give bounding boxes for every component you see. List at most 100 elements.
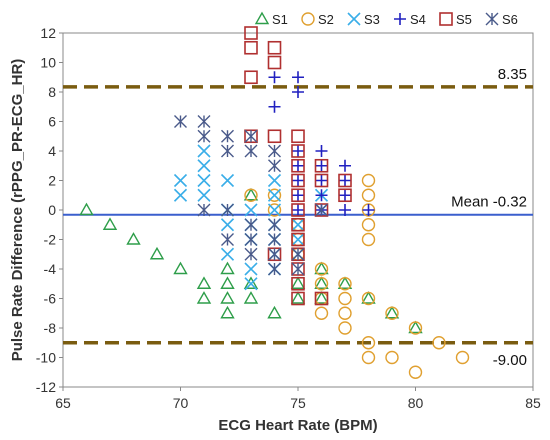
data-point [455,350,470,365]
y-tick-label: -6 [44,291,57,307]
y-axis-ticks: -12 -10 -8 -6 -4 -2 0 2 4 6 8 10 12 [36,25,63,395]
data-point [268,144,281,158]
data-point [173,188,188,202]
data-point [267,129,282,144]
data-point [267,305,282,319]
x-tick-label: 80 [408,395,424,411]
data-point [244,188,258,202]
data-point [197,188,211,202]
data-point [268,262,281,276]
data-point [291,232,305,247]
data-point [314,261,329,275]
data-point [220,276,235,289]
data-point [221,203,234,217]
x-tick-label: 65 [55,395,71,411]
data-point [361,232,376,247]
data-point [267,40,282,55]
legend-marker [347,12,361,26]
data-point [408,365,423,379]
data-point [314,158,329,173]
y-tick-label: -8 [44,320,57,336]
data-point [267,188,282,202]
data-point [290,291,306,304]
y-tick-label: 0 [48,202,56,218]
data-point [337,276,353,289]
data-point [244,144,258,158]
data-point [149,246,165,260]
y-tick-label: -10 [36,350,56,366]
data-point [197,159,211,173]
legend: S1 S2 S3 S4 S5 S6 [254,11,518,27]
data-point [244,129,258,143]
data-point [338,291,352,306]
data-point [314,306,329,320]
data-point [338,321,352,335]
data-point [220,218,235,232]
y-tick-label: -2 [44,232,57,248]
y-tick-label: 4 [48,143,56,159]
data-points [79,26,470,379]
data-point [221,129,234,143]
data-point [361,218,376,232]
data-point [291,203,305,217]
data-point [314,173,329,188]
data-point [291,232,305,247]
legend-marker [439,12,453,26]
legend-label: S2 [318,12,334,27]
legend-marker [301,12,315,26]
legend-marker [485,12,499,26]
x-tick-label: 85 [525,395,541,411]
data-point [339,189,351,202]
data-point [268,247,281,261]
data-point [197,115,211,128]
legend-marker [394,13,406,25]
data-point [197,173,211,188]
data-point [314,291,329,306]
data-point [174,115,187,128]
data-point [292,86,304,98]
y-tick-label: 10 [40,55,56,71]
data-point [339,204,351,216]
data-point [220,247,235,261]
reference-line-label: Mean -0.32 [451,194,527,211]
data-point [361,350,376,365]
data-point [244,70,258,85]
data-point [267,173,282,188]
x-axis-title: ECG Heart Rate (BPM) [218,417,377,434]
y-tick-label: -12 [36,379,56,395]
data-point [291,218,305,232]
data-point [267,203,282,217]
legend-label: S4 [410,12,426,27]
data-point [292,204,304,216]
reference-line-label: 8.35 [498,66,527,83]
data-point [244,40,258,55]
data-point [315,145,328,157]
data-point [173,261,188,275]
data-point [244,247,258,261]
data-point [362,204,375,216]
data-point [268,100,281,113]
y-tick-label: 2 [48,173,56,189]
data-point [339,159,351,172]
data-point [243,187,259,201]
data-point [315,159,328,172]
data-point [291,262,305,276]
data-point [221,233,234,246]
legend-label: S5 [456,12,472,27]
data-point [361,291,376,304]
data-point [196,276,212,289]
data-point [197,129,211,143]
series-s6 [174,115,328,276]
reference-lines: 8.35 Mean -0.32 -9.00 [63,66,533,369]
data-point [244,277,258,291]
data-point [314,277,329,291]
data-point [268,159,281,173]
data-point [408,321,423,335]
x-tick-label: 70 [173,395,189,411]
data-point [197,203,211,217]
data-point [196,291,212,304]
data-point [291,247,305,261]
data-point [384,305,400,319]
data-point [432,336,446,350]
